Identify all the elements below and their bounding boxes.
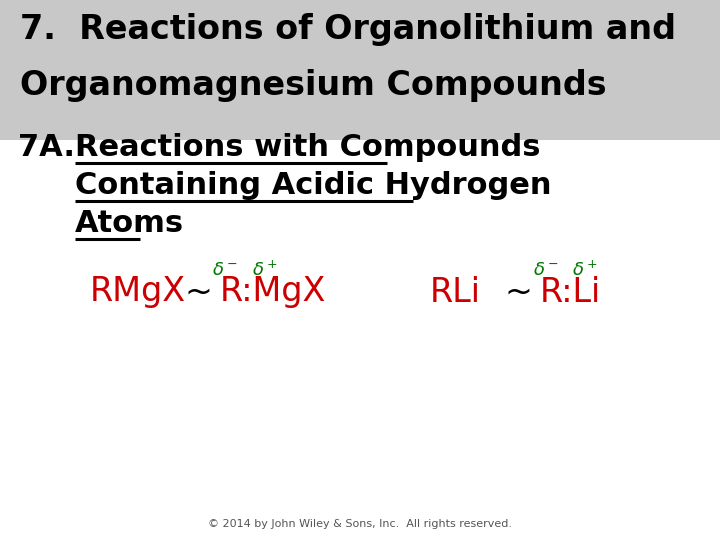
Text: $\delta^-$: $\delta^-$: [533, 261, 559, 279]
Bar: [0, 0, 720, 140]
Text: R:MgX: R:MgX: [220, 275, 326, 308]
Text: © 2014 by John Wiley & Sons, Inc.  All rights reserved.: © 2014 by John Wiley & Sons, Inc. All ri…: [208, 519, 512, 529]
Text: Containing Acidic Hydrogen: Containing Acidic Hydrogen: [75, 171, 552, 199]
Text: RLi: RLi: [430, 275, 481, 308]
Text: R:Li: R:Li: [540, 275, 601, 308]
Text: $\delta^-$: $\delta^-$: [212, 261, 238, 279]
Text: Organomagnesium Compounds: Organomagnesium Compounds: [20, 69, 607, 102]
Text: ~: ~: [184, 275, 212, 308]
Text: Reactions with Compounds: Reactions with Compounds: [75, 132, 541, 161]
Text: Atoms: Atoms: [75, 208, 184, 238]
Text: RMgX: RMgX: [90, 275, 186, 308]
Text: $\delta^+$: $\delta^+$: [572, 260, 598, 280]
Text: $\delta^+$: $\delta^+$: [252, 260, 278, 280]
Text: 7A.: 7A.: [18, 132, 75, 161]
Text: ~: ~: [504, 275, 532, 308]
Text: 7.  Reactions of Organolithium and: 7. Reactions of Organolithium and: [20, 14, 676, 46]
